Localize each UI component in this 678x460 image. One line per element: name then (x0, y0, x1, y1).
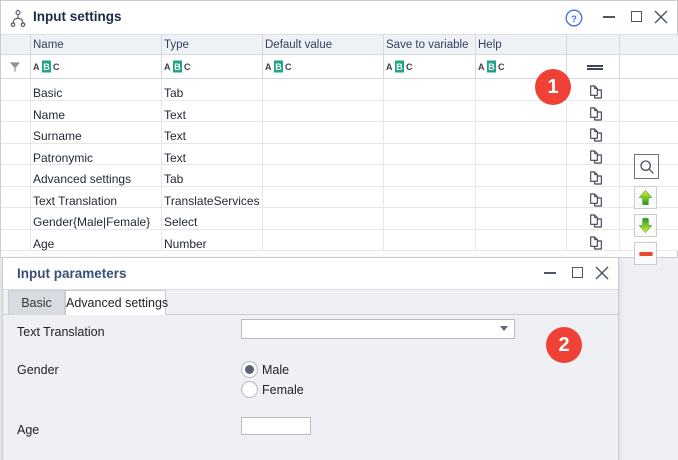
svg-text:C: C (498, 62, 505, 72)
svg-text:A: A (265, 62, 272, 72)
svg-text:C: C (184, 62, 191, 72)
svg-text:A: A (386, 62, 393, 72)
svg-text:C: C (53, 62, 60, 72)
svg-text:?: ? (571, 14, 577, 25)
svg-text:C: C (285, 62, 292, 72)
svg-text:B: B (275, 62, 282, 72)
svg-text:A: A (478, 62, 485, 72)
svg-text:C: C (406, 62, 413, 72)
svg-text:B: B (488, 62, 495, 72)
svg-text:B: B (174, 62, 181, 72)
svg-text:A: A (164, 62, 171, 72)
svg-text:B: B (396, 62, 403, 72)
svg-text:A: A (33, 62, 40, 72)
svg-text:B: B (43, 62, 50, 72)
